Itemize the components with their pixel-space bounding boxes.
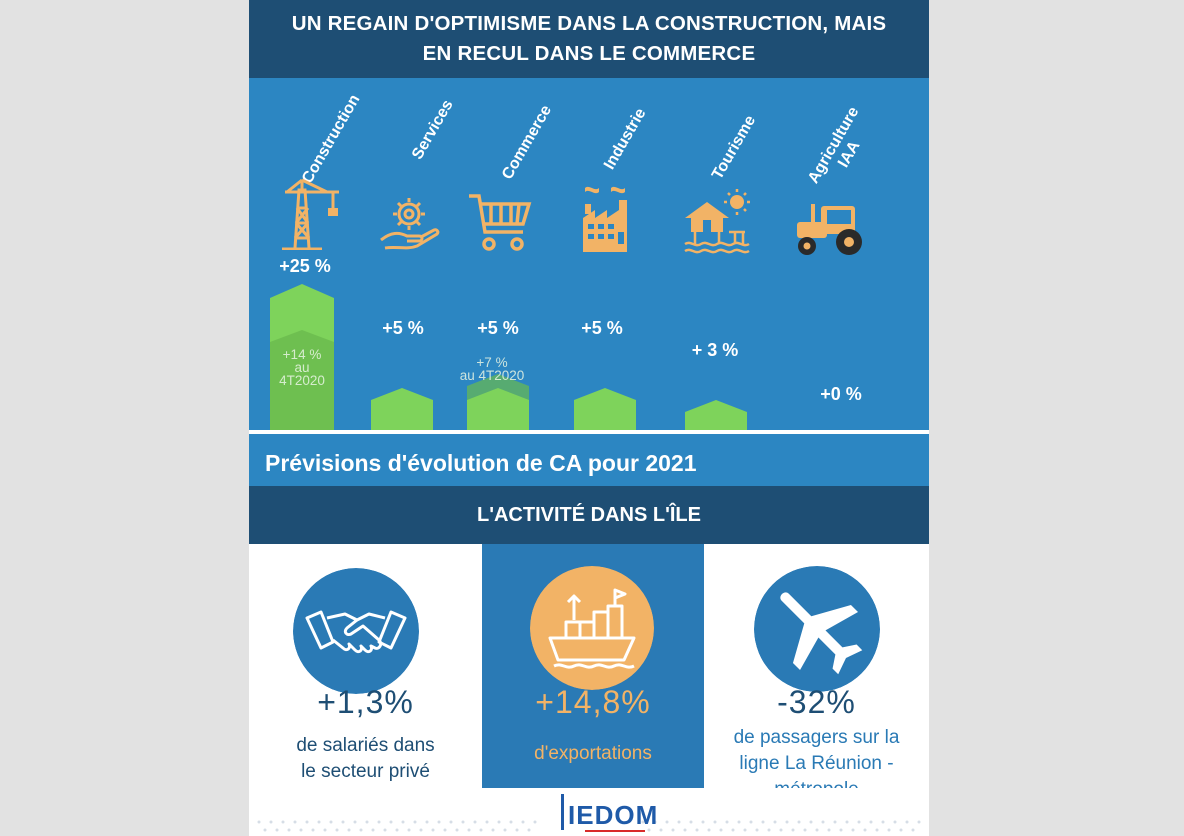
stat-passengers: -32% de passagers sur la ligne La Réunio…: [704, 544, 929, 800]
handshake-icon: [293, 568, 419, 694]
logo-underline: [585, 830, 645, 832]
shopping-cart-icon: [469, 194, 532, 251]
previous-period-commerce: au 4T2020: [459, 368, 525, 383]
chart-caption: Prévisions d'évolution de CA pour 2021: [265, 450, 697, 476]
sector-label-industrie: Industrie: [601, 105, 650, 173]
stat-passengers-value: -32%: [777, 684, 856, 720]
bar-construction: [270, 284, 334, 430]
header-banner: UN REGAIN D'OPTIMISME DANS LA CONSTRUCTI…: [249, 0, 929, 78]
sector-label-agriculture: Agriculture IAA: [805, 104, 879, 196]
bar-tourisme: [685, 400, 747, 434]
sector-value-construction: +25 %: [279, 256, 331, 276]
stat-passengers-line2: ligne La Réunion -: [739, 753, 894, 774]
sector-value-services: +5 %: [382, 318, 424, 338]
previous-value-construction: +14 %: [282, 347, 322, 362]
sector-value-agriculture: +0 %: [820, 384, 862, 404]
previous-note-commerce: +7 % au 4T2020: [447, 355, 537, 383]
stat-exports-line1: d'exportations: [534, 743, 652, 764]
sector-value-industrie: +5 %: [581, 318, 623, 338]
cargo-ship-icon: [530, 566, 654, 690]
header-title-line-1: UN REGAIN D'OPTIMISME DANS LA CONSTRUCTI…: [291, 12, 887, 35]
bar-industrie: [574, 388, 636, 434]
airplane-icon: [754, 566, 880, 692]
bar-services: [371, 388, 433, 434]
stat-employees-line1: de salariés dans: [296, 735, 435, 756]
logo-bar: [561, 794, 564, 830]
section-subtitle: L'ACTIVITÉ DANS L'ÎLE: [477, 504, 701, 526]
sector-forecast-panel: Construction Services Commerce Industrie…: [249, 78, 929, 434]
crane-icon: [282, 178, 339, 250]
stat-exports-value: +14,8%: [535, 684, 651, 720]
tractor-icon: [797, 204, 862, 255]
iedom-logo: IEDOM: [568, 800, 659, 830]
footer: IEDOM: [249, 788, 929, 836]
stat-employees-value: +1,3%: [317, 684, 414, 720]
factory-icon: [583, 186, 627, 252]
header-title-line-2: EN RECUL DANS LE COMMERCE: [422, 42, 756, 65]
stat-employees-line2: le secteur privé: [301, 761, 430, 782]
previous-note-construction: +14 % au 4T2020: [269, 347, 335, 388]
sector-label-construction: Construction: [299, 91, 364, 187]
gear-hand-icon: [380, 198, 440, 250]
infographic-card: UN REGAIN D'OPTIMISME DANS LA CONSTRUCTI…: [249, 0, 929, 836]
stat-passengers-line1: de passagers sur la: [733, 727, 900, 748]
sector-label-services: Services: [409, 96, 457, 163]
section-separator: [249, 430, 929, 434]
sector-label-tourisme: Tourisme: [709, 112, 760, 183]
stat-employees: +1,3% de salariés dans le secteur privé: [249, 544, 482, 788]
caption-band: Prévisions d'évolution de CA pour 2021: [249, 434, 929, 486]
stat-exports: +14,8% d'exportations: [482, 544, 704, 788]
sector-label-commerce: Commerce: [499, 102, 556, 183]
dotted-pattern: [257, 820, 921, 832]
subheader-banner: L'ACTIVITÉ DANS L'ÎLE: [249, 486, 929, 544]
sector-value-tourisme: + 3 %: [691, 340, 739, 360]
previous-value-commerce: +7 %: [476, 355, 508, 370]
beach-house-sun-icon: [684, 189, 750, 254]
bar-commerce: [467, 374, 529, 430]
previous-period-construction: au 4T2020: [279, 360, 325, 388]
sector-value-commerce: +5 %: [477, 318, 519, 338]
